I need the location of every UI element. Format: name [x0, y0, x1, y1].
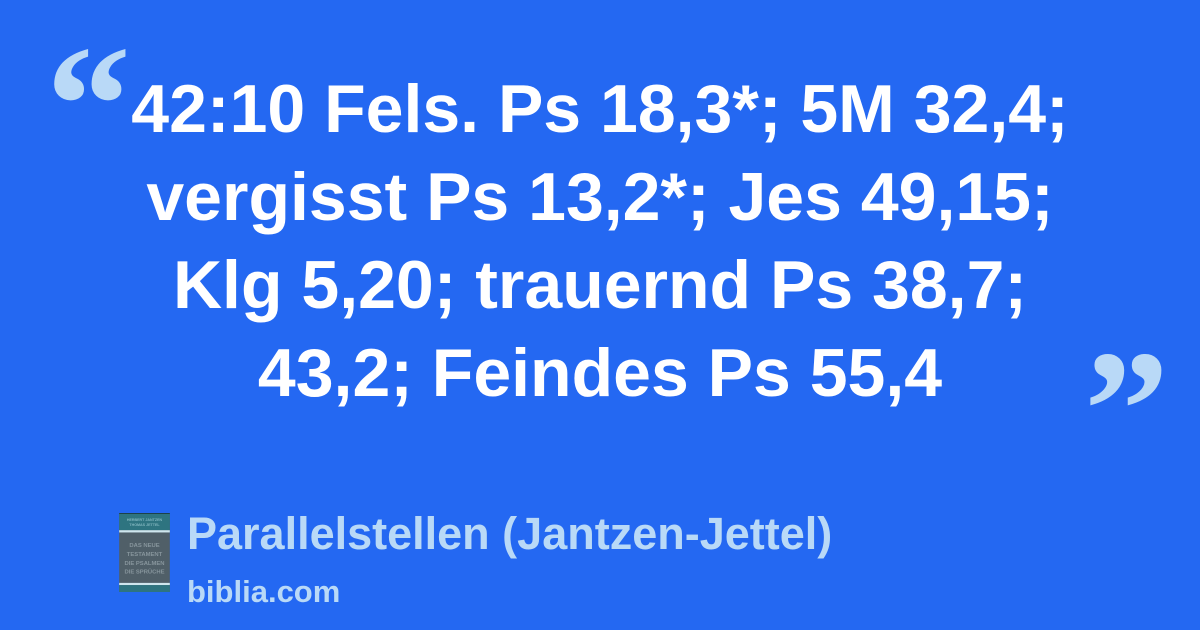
svg-text:TESTAMENT: TESTAMENT	[127, 552, 163, 558]
svg-text:DIE PSALMEN: DIE PSALMEN	[124, 561, 164, 567]
svg-text:DAS NEUE: DAS NEUE	[129, 543, 159, 549]
svg-text:DIE SPRÜCHE: DIE SPRÜCHE	[124, 569, 164, 576]
svg-text:THOMAS JETTEL: THOMAS JETTEL	[129, 523, 160, 527]
svg-text:HERBERT JANTZEN: HERBERT JANTZEN	[127, 518, 163, 522]
